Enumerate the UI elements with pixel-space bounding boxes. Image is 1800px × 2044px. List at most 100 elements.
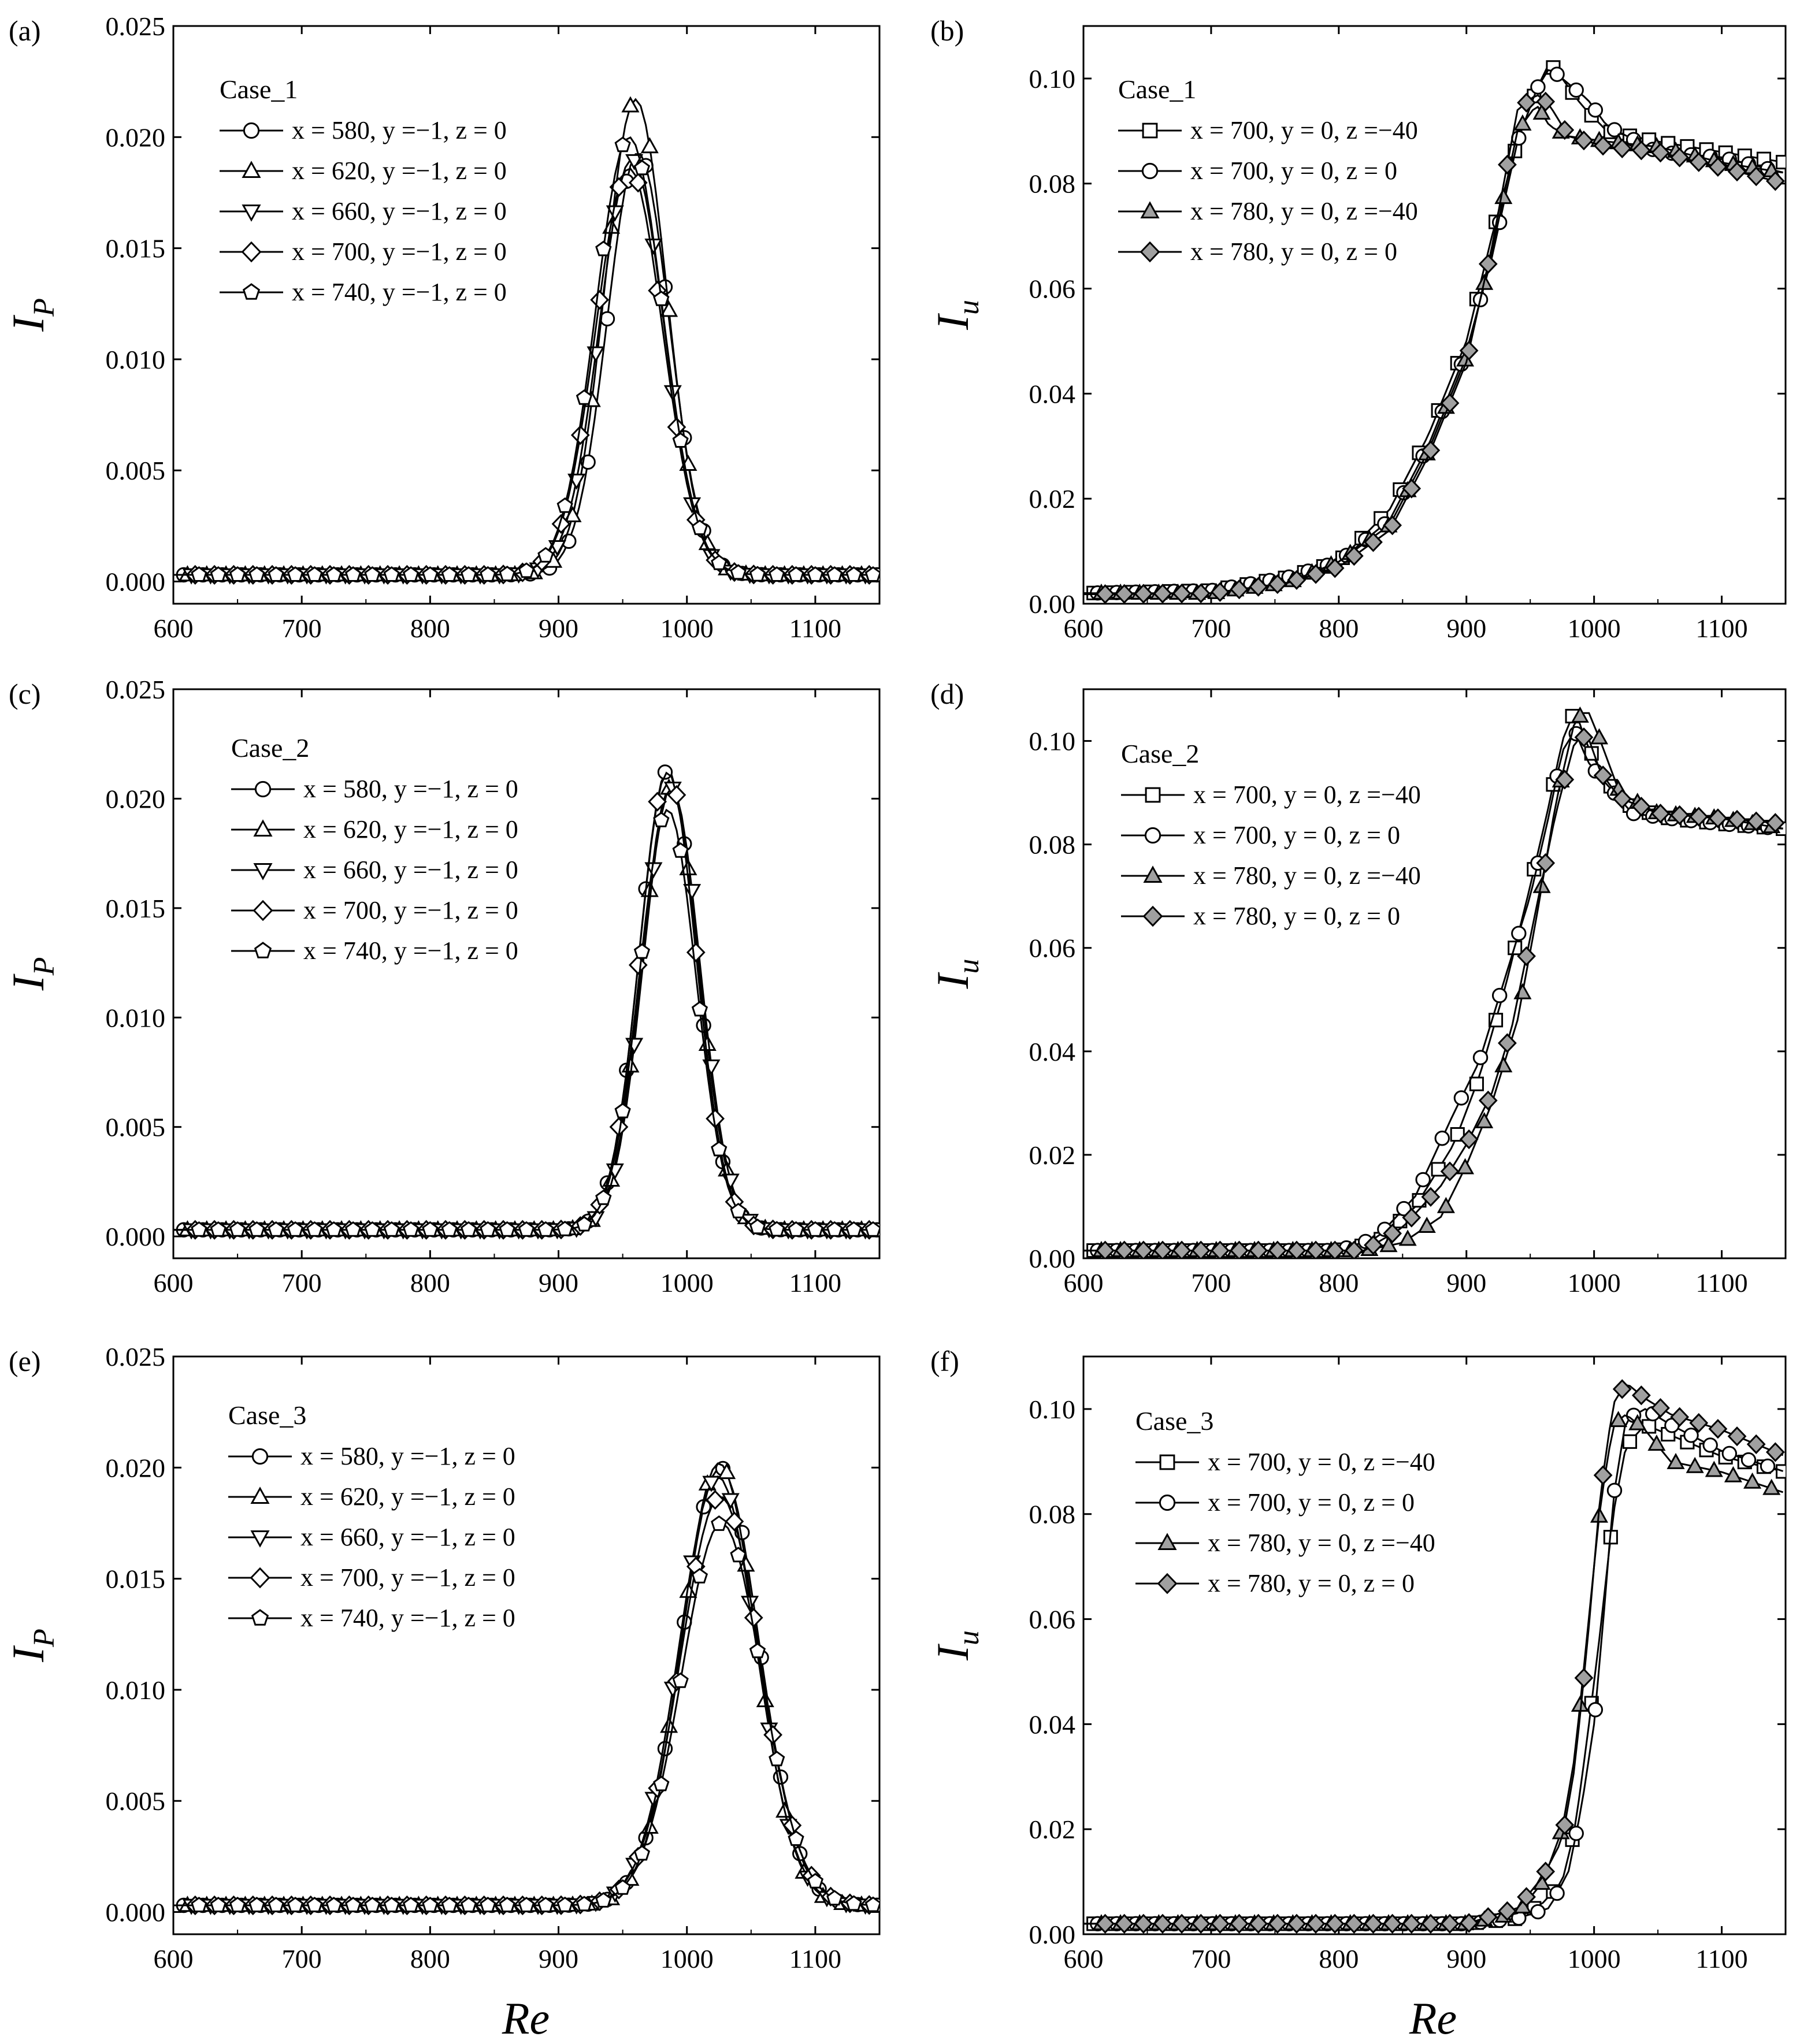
legend-marker-circle: [243, 122, 260, 139]
data-point: [686, 942, 706, 962]
data-point: [706, 1490, 725, 1510]
data-point: [1517, 1887, 1536, 1907]
data-point: [1456, 1158, 1475, 1175]
data-point: [1568, 82, 1584, 98]
data-point: [1587, 102, 1604, 118]
data-point: [287, 1897, 304, 1912]
data-point: [1268, 1913, 1287, 1934]
legend-title: Case_1: [220, 75, 298, 104]
x-tick-label: 1000: [1568, 1944, 1621, 1974]
y-tick-label: 0.04: [1029, 379, 1076, 408]
data-point: [1670, 147, 1690, 168]
data-point: [551, 514, 571, 534]
data-point: [518, 1221, 535, 1237]
data-point: [1417, 1217, 1436, 1233]
series-line-3: [1083, 94, 1783, 596]
legend-entry-label: x = 780, y = 0, z =−40: [1190, 197, 1418, 225]
data-point: [826, 1221, 843, 1237]
data-point: [422, 566, 439, 582]
y-axis-title-main: I: [3, 314, 53, 332]
x-tick-label: 800: [1319, 614, 1359, 643]
data-point: [1153, 584, 1172, 604]
data-point: [268, 1897, 284, 1912]
data-point: [1574, 1668, 1594, 1688]
data-point: [1683, 1428, 1699, 1443]
data-point: [1402, 478, 1422, 499]
data-point: [1593, 136, 1613, 156]
data-point: [1459, 1129, 1479, 1150]
y-tick-label: 0.000: [106, 1222, 166, 1251]
plot-area: [173, 96, 879, 585]
plot-frame: [172, 688, 881, 1259]
data-point: [210, 566, 227, 582]
data-point: [287, 1221, 304, 1237]
legend-entry-label: x = 620, y =−1, z = 0: [292, 157, 507, 185]
y-tick-label: 0.020: [106, 122, 166, 152]
data-point: [1593, 765, 1613, 786]
data-point: [499, 1221, 515, 1237]
data-point: [1287, 1913, 1307, 1934]
data-point: [657, 764, 673, 780]
data-point: [1498, 1033, 1517, 1053]
legend-entry-label: x = 780, y = 0, z = 0: [1190, 237, 1397, 266]
legend-entry-label: x = 660, y =−1, z = 0: [300, 1523, 515, 1551]
data-point: [1571, 706, 1589, 723]
data-point: [1325, 558, 1345, 578]
data-point: [1398, 1229, 1417, 1246]
y-tick-label: 0.06: [1029, 1605, 1076, 1634]
data-point: [788, 566, 804, 582]
data-point: [248, 1897, 265, 1912]
data-point: [864, 566, 879, 582]
data-point: [788, 1830, 804, 1846]
legend-entry-label: x = 780, y = 0, z =−40: [1193, 861, 1421, 890]
y-axis-title: IP: [3, 298, 61, 332]
data-point: [1612, 138, 1632, 158]
data-point: [1606, 122, 1623, 137]
data-point: [1628, 1414, 1647, 1430]
data-point: [769, 1751, 785, 1767]
plot-frame: [1082, 688, 1787, 1259]
y-axis-title: Iu: [927, 1630, 985, 1661]
data-point: [1647, 1434, 1666, 1451]
data-point: [1765, 813, 1785, 833]
legend-marker-triangle-down: [253, 863, 273, 880]
data-point: [1344, 1240, 1364, 1258]
legend-marker-diamond: [241, 241, 262, 263]
data-point: [1498, 1901, 1517, 1922]
legend-marker-circle: [1141, 162, 1159, 180]
y-axis-title-subscript: u: [952, 1630, 985, 1645]
y-tick-label: 0.025: [106, 675, 166, 704]
chart-panel-d: 600 700 800 900 1000 1100 0.00 0.02 0.04 0.06 0.08…: [927, 678, 1787, 1298]
data-point: [306, 1221, 323, 1237]
series-line-2: [173, 786, 877, 1231]
data-point: [614, 1102, 631, 1118]
x-tick-label: 900: [1446, 614, 1486, 643]
data-point: [1491, 987, 1508, 1004]
data-point: [595, 240, 612, 257]
data-point: [1287, 1240, 1307, 1258]
data-point: [1517, 92, 1536, 113]
chart-panel-e: 600 700 800 900 1000 1100 0.000 0.005 0.010 0.015…: [3, 1342, 881, 1974]
data-point: [640, 137, 659, 154]
data-point: [788, 1221, 804, 1237]
data-point: [570, 425, 590, 445]
data-point: [1421, 1913, 1441, 1934]
data-point: [1555, 1815, 1575, 1835]
legend-marker-triangle-down: [242, 205, 261, 222]
data-point: [1472, 1050, 1489, 1065]
x-tick-label: 1100: [789, 1268, 841, 1298]
data-point: [287, 566, 304, 582]
data-point: [1498, 154, 1517, 175]
chart-panel-c: 600 700 800 900 1000 1100 0.000 0.005 0.010 0.015…: [3, 675, 881, 1298]
data-point: [769, 1221, 785, 1237]
data-point: [845, 1221, 862, 1237]
y-tick-label: 0.00: [1029, 589, 1076, 619]
x-axis-title-left: Re: [502, 1993, 550, 2043]
data-point: [1459, 1913, 1479, 1933]
data-point: [1721, 1445, 1738, 1462]
data-point: [1670, 805, 1690, 826]
data-point: [576, 389, 593, 405]
plot-area: [173, 1460, 879, 1916]
data-point: [1249, 577, 1268, 597]
